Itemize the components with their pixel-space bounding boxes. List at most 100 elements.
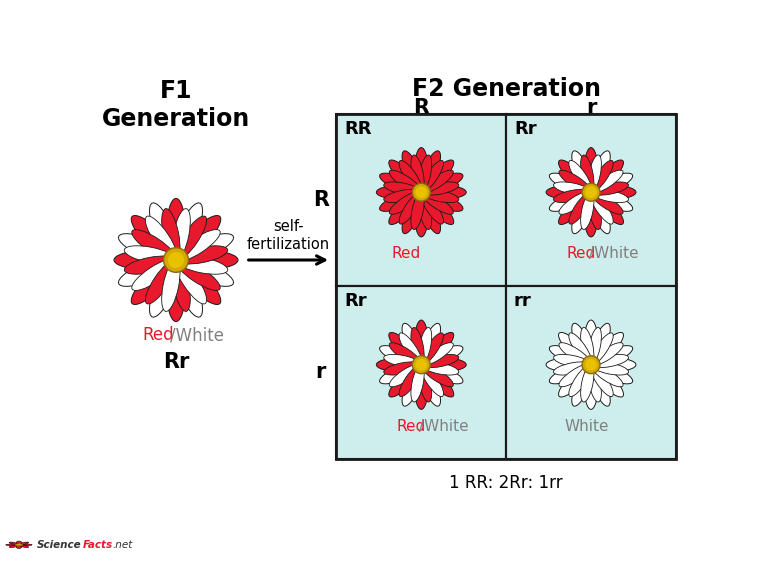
Ellipse shape (559, 364, 592, 397)
Ellipse shape (559, 332, 592, 365)
Ellipse shape (389, 170, 422, 193)
Ellipse shape (175, 216, 221, 261)
Text: /White: /White (170, 327, 224, 344)
Ellipse shape (384, 354, 422, 368)
Circle shape (168, 252, 184, 268)
Ellipse shape (384, 362, 422, 375)
Circle shape (582, 183, 600, 201)
Ellipse shape (19, 545, 29, 547)
Ellipse shape (376, 358, 422, 372)
Ellipse shape (415, 320, 428, 365)
Text: Facts: Facts (83, 540, 113, 550)
Text: self-
fertilization: self- fertilization (247, 219, 330, 251)
Text: R: R (313, 190, 329, 210)
Ellipse shape (589, 192, 610, 234)
Ellipse shape (389, 332, 422, 365)
Ellipse shape (399, 333, 422, 365)
Ellipse shape (176, 246, 228, 264)
Text: Rr: Rr (344, 292, 367, 310)
Text: F2 Generation: F2 Generation (412, 77, 600, 101)
Ellipse shape (124, 246, 176, 264)
Ellipse shape (421, 362, 463, 384)
Text: White: White (565, 419, 609, 434)
Ellipse shape (167, 260, 185, 321)
Ellipse shape (550, 345, 591, 367)
Ellipse shape (131, 216, 177, 261)
Ellipse shape (9, 545, 19, 547)
Ellipse shape (421, 189, 459, 203)
Ellipse shape (176, 234, 233, 263)
Ellipse shape (590, 191, 623, 215)
Ellipse shape (389, 191, 422, 215)
Ellipse shape (590, 170, 623, 193)
Ellipse shape (420, 333, 444, 365)
Ellipse shape (162, 260, 180, 311)
Bar (506, 286, 676, 459)
Ellipse shape (591, 362, 628, 375)
Ellipse shape (421, 173, 463, 194)
Ellipse shape (559, 170, 591, 193)
Circle shape (15, 544, 23, 546)
Ellipse shape (175, 259, 207, 304)
Ellipse shape (550, 190, 591, 211)
Text: Red: Red (142, 327, 174, 344)
Ellipse shape (421, 343, 453, 366)
Ellipse shape (581, 155, 594, 192)
Ellipse shape (131, 259, 177, 304)
Ellipse shape (590, 160, 624, 193)
Ellipse shape (132, 229, 176, 261)
Ellipse shape (389, 160, 422, 193)
Circle shape (585, 359, 597, 370)
Ellipse shape (419, 155, 431, 192)
Ellipse shape (162, 209, 180, 260)
Ellipse shape (591, 190, 633, 211)
Circle shape (413, 356, 430, 374)
Text: Rr: Rr (514, 120, 537, 138)
Ellipse shape (590, 160, 613, 192)
Text: RR: RR (344, 120, 372, 138)
Ellipse shape (399, 192, 422, 224)
Ellipse shape (591, 173, 633, 194)
Ellipse shape (119, 257, 176, 286)
Ellipse shape (588, 365, 601, 402)
Ellipse shape (584, 192, 598, 237)
Ellipse shape (399, 364, 422, 397)
Ellipse shape (411, 365, 424, 402)
Ellipse shape (421, 190, 463, 211)
Ellipse shape (591, 362, 633, 384)
Ellipse shape (590, 343, 623, 366)
Ellipse shape (559, 191, 591, 215)
Ellipse shape (421, 160, 453, 193)
Circle shape (585, 187, 597, 198)
Ellipse shape (175, 216, 207, 261)
Circle shape (416, 359, 427, 370)
Ellipse shape (379, 345, 422, 367)
Ellipse shape (553, 354, 591, 368)
Ellipse shape (591, 182, 628, 195)
Text: Rr: Rr (163, 352, 189, 373)
Ellipse shape (419, 323, 441, 365)
Ellipse shape (590, 364, 623, 387)
Ellipse shape (399, 160, 422, 192)
Ellipse shape (572, 151, 593, 192)
Bar (336, 114, 676, 459)
Ellipse shape (419, 365, 431, 402)
Ellipse shape (590, 333, 613, 365)
Text: /White: /White (589, 246, 638, 261)
Ellipse shape (172, 260, 190, 311)
Ellipse shape (415, 147, 428, 192)
Ellipse shape (559, 192, 592, 225)
Ellipse shape (176, 229, 220, 261)
Bar (336, 114, 506, 286)
Ellipse shape (389, 364, 422, 387)
Ellipse shape (149, 260, 179, 317)
Ellipse shape (590, 192, 613, 224)
Ellipse shape (421, 182, 459, 195)
Ellipse shape (422, 185, 466, 199)
Ellipse shape (6, 544, 18, 546)
Ellipse shape (379, 190, 422, 211)
Ellipse shape (16, 545, 22, 549)
Ellipse shape (114, 251, 176, 269)
Ellipse shape (550, 173, 591, 194)
Ellipse shape (420, 192, 444, 224)
